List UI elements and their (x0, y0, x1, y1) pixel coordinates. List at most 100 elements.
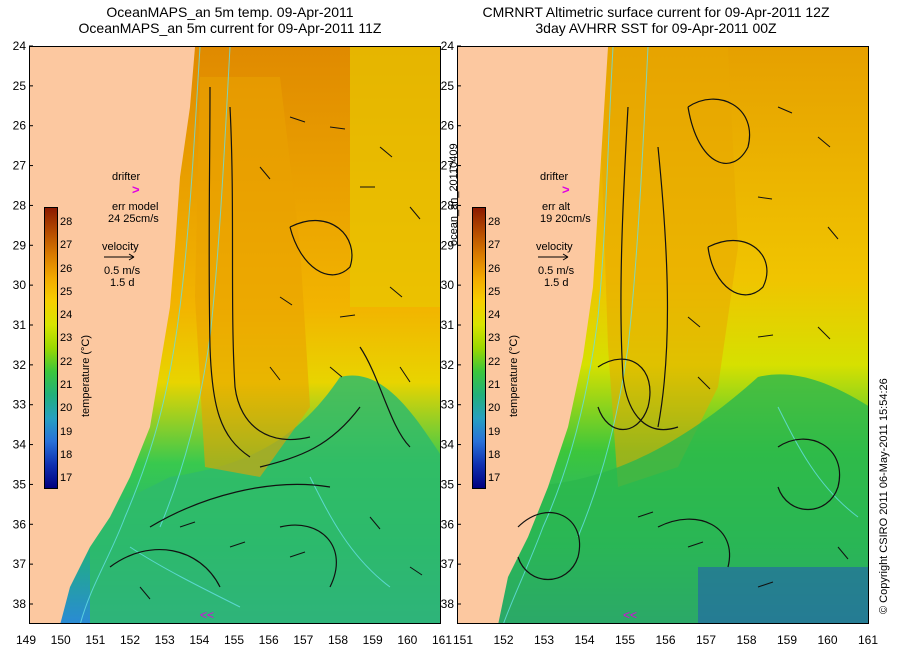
right-map-panel[interactable]: << drifter > err alt 19 20cm/s velocity … (457, 46, 869, 624)
land-mass (30, 47, 195, 623)
lon-tick-label: 158 (736, 633, 756, 647)
lat-tick-label: 35 (441, 477, 455, 491)
colorbar-ticks: 28 27 26 25 24 23 22 21 20 19 18 17 (488, 211, 500, 491)
lat-tick-label: 29 (441, 238, 455, 252)
velocity-scale-arrow-icon (538, 253, 569, 261)
lon-tick-label: 159 (363, 633, 383, 647)
lat-tick-label: 25 (13, 79, 27, 93)
velocity-label: velocity (102, 241, 139, 253)
land-mass (458, 47, 608, 623)
copyright-text: © Copyright CSIRO 2011 06-May-2011 15:54… (878, 378, 890, 614)
lon-tick-label: 153 (155, 633, 175, 647)
cool-water-tongue (90, 375, 440, 623)
left-map-svg: << (30, 47, 440, 623)
lat-tick-label: 32 (13, 358, 27, 372)
cb-tick: 21 (488, 379, 501, 392)
velocity-duration: 1.5 d (544, 277, 569, 289)
lat-tick-label: 26 (13, 119, 27, 133)
left-lat-axis: 24 25 26 27 28 29 30 31 32 33 34 35 36 37 38 (13, 39, 33, 611)
lat-tick-label: 33 (13, 398, 27, 412)
cb-tick: 21 (60, 379, 73, 392)
lon-tick-label: 156 (655, 633, 675, 647)
right-title-line2: 3day AVHRR SST for 09-Apr-2011 00Z (535, 20, 777, 36)
lon-tick-label: 152 (120, 633, 140, 647)
lon-tick-label: 159 (777, 633, 797, 647)
lat-tick-label: 30 (13, 278, 27, 292)
err-label: err model (112, 201, 159, 213)
left-map-title: OceanMAPS_an 5m temp. 09-Apr-2011 OceanM… (20, 4, 440, 36)
lat-tick-label: 30 (441, 278, 455, 292)
right-map-title: CMRNRT Altimetric surface current for 09… (446, 4, 866, 36)
lon-tick-label: 154 (189, 633, 209, 647)
current-vectors (517, 98, 841, 580)
velocity-scale-arrow-icon (104, 253, 135, 261)
cb-tick: 28 (60, 216, 73, 228)
left-title-line2: OceanMAPS_an 5m current for 09-Apr-2011 … (78, 20, 382, 36)
velocity-speed: 0.5 m/s (538, 265, 575, 277)
lat-tick-label: 38 (13, 597, 27, 611)
lat-tick-label: 37 (13, 557, 27, 571)
right-colorbar: 28 27 26 25 24 23 22 21 20 19 18 17 temp… (472, 207, 520, 489)
cb-tick: 20 (488, 402, 501, 415)
err-values: 19 20cm/s (540, 213, 591, 225)
lon-tick-label: 156 (259, 633, 279, 647)
err-values: 24 25cm/s (108, 213, 159, 225)
cool-water-region (498, 374, 868, 623)
drifter-label: drifter (112, 171, 141, 183)
colorbar-gradient (472, 207, 486, 489)
cb-tick: 22 (60, 355, 73, 368)
velocity-speed: 0.5 m/s (104, 265, 141, 277)
cb-tick: 17 (60, 472, 73, 485)
lat-tick-label: 35 (13, 477, 27, 491)
lon-tick-label: 152 (493, 633, 513, 647)
offshore-warm-patch (350, 47, 440, 307)
lat-tick-label: 34 (441, 438, 455, 452)
lon-tick-label: 161 (858, 633, 878, 647)
cb-tick: 25 (488, 285, 501, 298)
bathymetry-contours (503, 47, 859, 623)
lon-tick-label: 157 (293, 633, 313, 647)
lon-tick-label: 154 (574, 633, 594, 647)
drifter-track-marker: << (623, 608, 637, 622)
lat-tick-label: 34 (13, 438, 27, 452)
bathymetry-contours (80, 47, 391, 623)
left-colorbar: 28 27 26 25 24 23 22 21 20 19 18 17 temp… (44, 207, 92, 489)
cb-tick: 23 (60, 332, 73, 345)
lon-tick-label: 155 (615, 633, 635, 647)
cb-tick: 26 (60, 262, 73, 275)
cb-tick: 23 (488, 332, 501, 345)
left-title-line1: OceanMAPS_an 5m temp. 09-Apr-2011 (106, 4, 354, 20)
lat-tick-label: 36 (13, 517, 27, 531)
cold-patch (698, 567, 868, 623)
lon-tick-label: 157 (696, 633, 716, 647)
lon-tick-label: 153 (534, 633, 554, 647)
lon-tick-label: 160 (397, 633, 417, 647)
lat-tick-label: 24 (13, 39, 27, 53)
cb-tick: 24 (488, 309, 501, 322)
lon-tick-label: 151 (453, 633, 473, 647)
cb-tick: 24 (60, 309, 73, 322)
right-title-line1: CMRNRT Altimetric surface current for 09… (482, 4, 830, 20)
lat-tick-label: 26 (441, 119, 455, 133)
left-map-panel[interactable]: << drifter > err model 24 25cm/s velocit… (29, 46, 441, 624)
lon-tick-label: 161 (432, 633, 452, 647)
lon-tick-label: 150 (51, 633, 71, 647)
lat-tick-label: 31 (13, 318, 27, 332)
current-vectors (109, 86, 411, 588)
lat-tick-label: 31 (441, 318, 455, 332)
colorbar-ticks: 28 27 26 25 24 23 22 21 20 19 18 17 (60, 211, 72, 491)
lat-tick-label: 27 (13, 159, 27, 173)
cb-tick: 28 (488, 216, 501, 228)
lon-tick-label: 151 (85, 633, 105, 647)
cb-tick: 22 (488, 355, 501, 368)
warm-current-core (598, 47, 738, 487)
cb-tick: 19 (488, 425, 501, 438)
lat-tick-label: 33 (441, 398, 455, 412)
drifter-track-marker: << (200, 608, 214, 622)
vector-arrows (637, 106, 849, 588)
lat-tick-label: 25 (441, 79, 455, 93)
err-label: err alt (542, 201, 571, 213)
east-australian-current (195, 77, 310, 477)
cb-tick: 26 (488, 262, 501, 275)
